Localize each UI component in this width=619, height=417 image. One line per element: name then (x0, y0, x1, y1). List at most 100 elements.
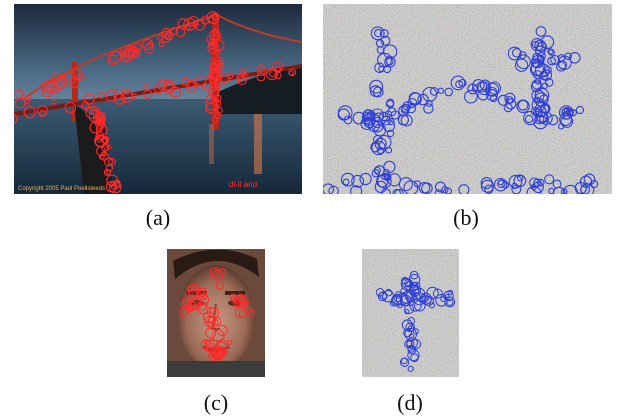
keypoint-circle (400, 287, 409, 296)
keypoint-circle (529, 62, 545, 77)
keypoint-circle (52, 72, 65, 85)
keypoint-circle (208, 82, 219, 92)
keypoint-circle (407, 317, 416, 325)
keypoint-circle (394, 188, 404, 194)
keypoint-circle (444, 293, 450, 299)
keypoint-circle (562, 184, 578, 194)
keypoint-circle (161, 27, 172, 38)
keypoint-circle (41, 86, 53, 98)
keypoint-circle (513, 174, 527, 188)
keypoint-circle (212, 269, 223, 281)
keypoint-circle (524, 114, 534, 124)
caption-a: (a) (145, 205, 171, 230)
keypoint-circle (493, 177, 508, 192)
watermark-right: dl-ll and (229, 180, 257, 189)
keypoint-circle (534, 63, 550, 78)
keypoint-circle (497, 94, 509, 106)
caption-b: (b) (453, 205, 479, 230)
keypoint-circle (235, 296, 248, 309)
keypoint-circle (412, 328, 419, 335)
keypoint-circle (288, 68, 297, 77)
keypoint-circle (226, 72, 234, 79)
keypoint-circle (215, 106, 223, 114)
keypoint-circle (95, 111, 106, 122)
keypoint-circle (207, 42, 219, 54)
keypoint-circle (364, 117, 373, 127)
keypoint-circle (403, 180, 419, 194)
keypoint-circle (401, 103, 410, 113)
watermark-left: Copyright 2005 Paul Poellsteeds (18, 186, 105, 192)
keypoint-circle (39, 110, 47, 117)
keypoint-circle (188, 283, 201, 297)
keypoint-circle (208, 68, 220, 80)
keypoint-circle (201, 339, 211, 350)
keypoint-circle (558, 60, 568, 70)
keypoint-circle (243, 300, 249, 306)
keypoint-circle (477, 81, 492, 96)
keypoint-circle (428, 302, 436, 309)
keypoint-circle (559, 113, 573, 126)
keypoint-circle (274, 71, 282, 80)
keypoint-circle (50, 99, 57, 105)
keypoint-circle (105, 90, 117, 102)
keypoint-circle (516, 174, 524, 182)
keypoint-circle (197, 301, 207, 311)
keypoint-circle (458, 78, 467, 88)
keypoint-circle (23, 105, 36, 119)
keypoint-circle (531, 40, 540, 49)
keypoint-circle (400, 291, 413, 304)
keypoint-circle (569, 52, 581, 64)
keypoint-circle (208, 41, 217, 51)
keypoint-circle (185, 24, 191, 31)
keypoint-circle (398, 177, 413, 192)
keypoint-circle (547, 48, 554, 55)
keypoint-circle (143, 43, 155, 54)
keypoint-circle (351, 174, 365, 188)
keypoint-circle (236, 73, 244, 82)
keypoint-circle (106, 174, 119, 187)
keypoint-circle (540, 35, 555, 49)
keypoint-circle (78, 73, 85, 81)
keypoint-circle (480, 179, 494, 193)
keypoint-circle (130, 92, 137, 99)
keypoint-circle (526, 185, 542, 194)
keypoint-circle (214, 49, 221, 56)
keypoint-circle (214, 80, 223, 89)
keypoint-circle (180, 77, 190, 86)
keypoint-circle (529, 177, 540, 188)
keypoint-circle (102, 137, 109, 145)
keypoint-circle (213, 344, 219, 351)
keypoint-circle (101, 151, 107, 157)
keypoint-circle (444, 87, 454, 97)
keypoint-circle (407, 299, 415, 306)
keypoint-circle (123, 47, 134, 58)
keypoint-circle (162, 79, 174, 91)
keypoint-circle (539, 111, 553, 125)
keypoint-circle (583, 173, 596, 186)
keypoint-circle (400, 114, 413, 127)
keypoint-circle (275, 66, 281, 72)
keypoint-circle (404, 278, 412, 287)
keypoint-circle (556, 61, 567, 72)
keypoint-circle (472, 79, 485, 92)
keypoint-circle (372, 86, 384, 98)
keypoint-circle (410, 353, 419, 363)
keypoint-circle (501, 181, 510, 189)
panel-d-image (362, 249, 459, 377)
keypoint-circle (377, 52, 392, 68)
keypoint-circle (211, 60, 220, 70)
keypoint-circle (401, 277, 411, 288)
keypoint-circle (360, 117, 374, 131)
keypoint-circle (540, 104, 550, 114)
keypoint-circle (379, 29, 389, 38)
keypoint-circle (362, 109, 375, 122)
keypoint-circle (95, 146, 107, 157)
keypoint-circle (385, 146, 393, 154)
keypoint-circle (372, 134, 383, 145)
keypoint-circle (425, 99, 433, 108)
keypoint-circle (96, 137, 102, 143)
keypoint-circle (363, 116, 376, 129)
keypoint-circle (370, 108, 385, 123)
keypoint-circle (375, 39, 385, 48)
keypoint-circle (212, 28, 220, 37)
